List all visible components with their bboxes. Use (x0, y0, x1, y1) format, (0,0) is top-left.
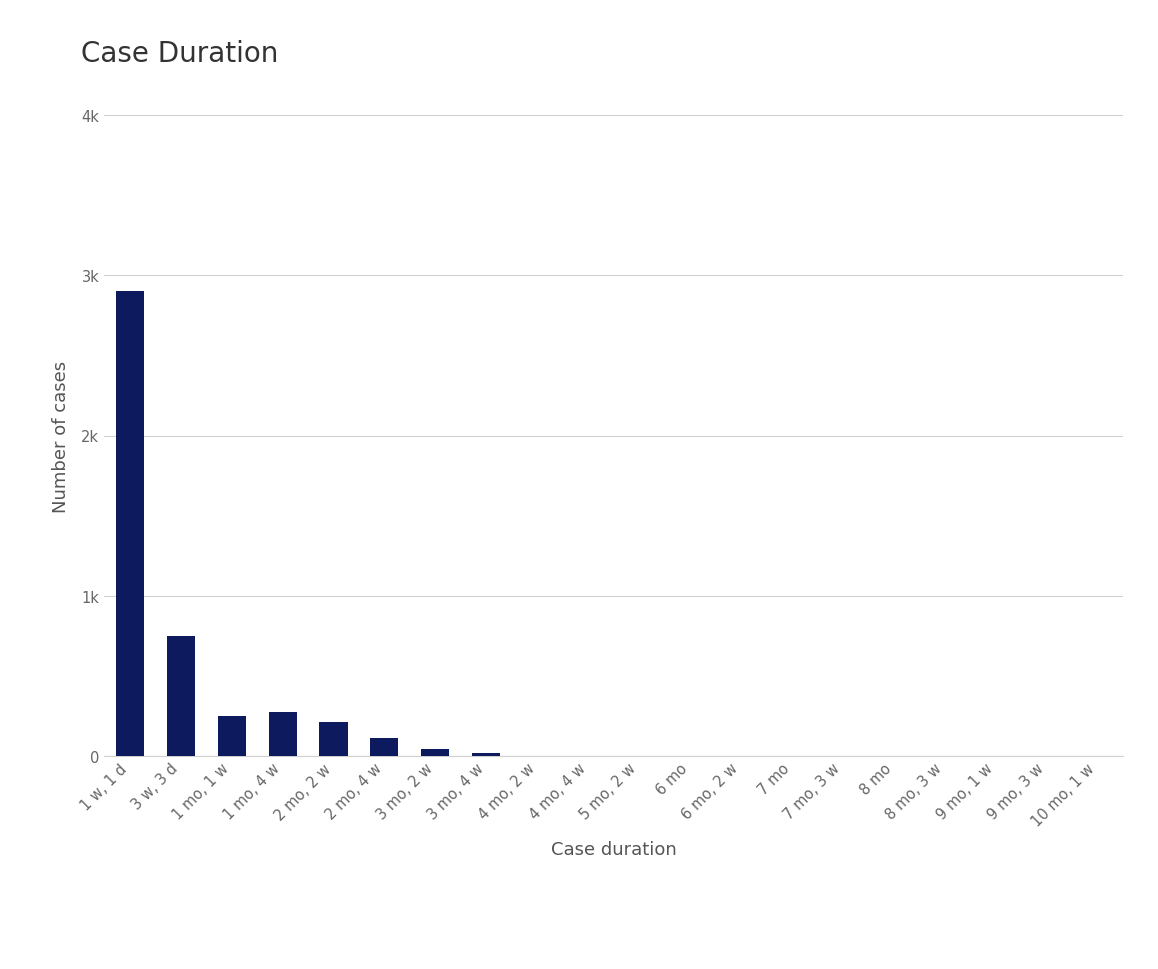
Bar (269, 712, 296, 756)
Bar (472, 754, 500, 756)
Bar (218, 716, 245, 756)
Bar (320, 722, 347, 756)
X-axis label: Case duration: Case duration (551, 840, 676, 858)
Y-axis label: Number of cases: Number of cases (52, 360, 71, 512)
Bar (167, 636, 195, 756)
Bar (371, 738, 398, 756)
Bar (422, 749, 449, 756)
Bar (116, 293, 144, 756)
Text: Case Duration: Case Duration (81, 40, 278, 68)
